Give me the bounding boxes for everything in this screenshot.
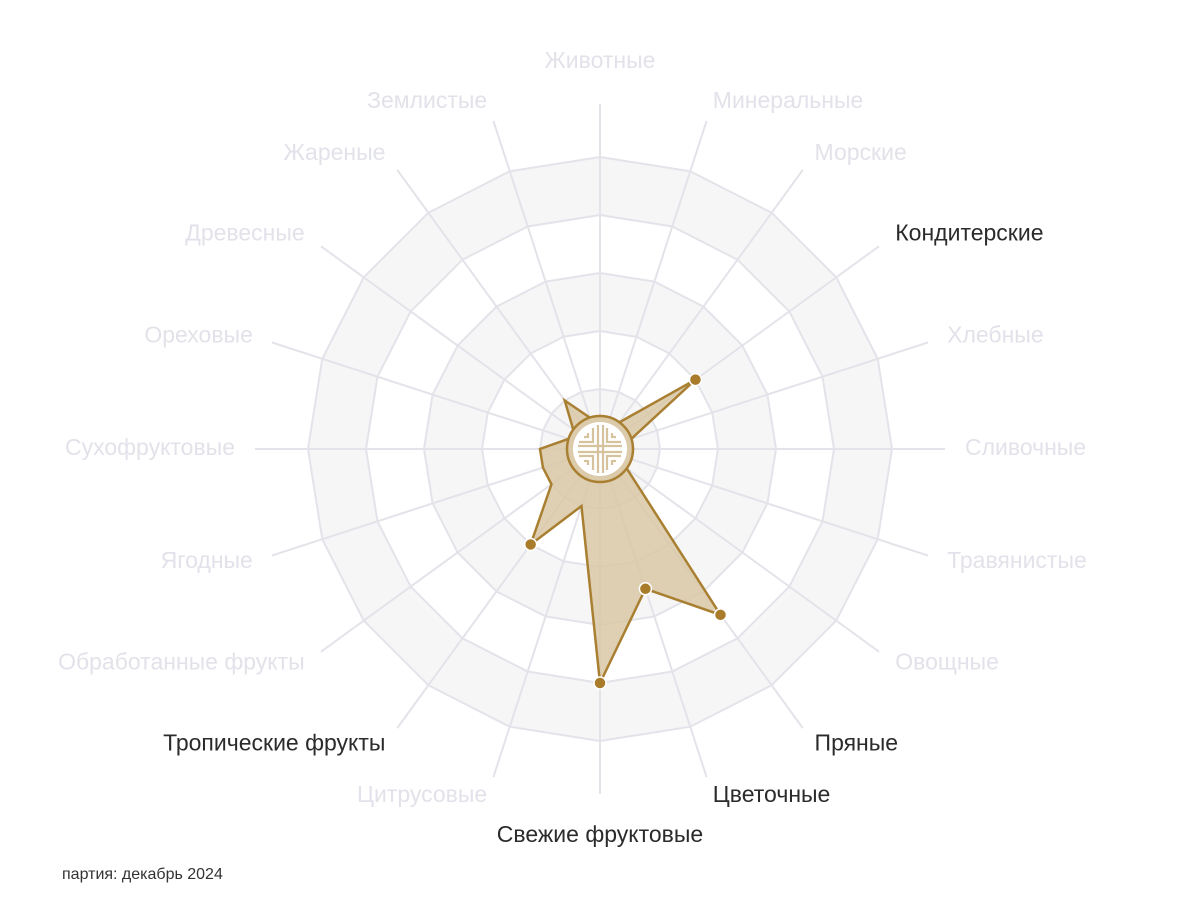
data-point [638, 582, 653, 596]
axis-label: Морские [815, 139, 907, 165]
axis-label: Обработанные фрукты [58, 649, 305, 675]
axis-line [599, 448, 880, 653]
axis-label: Хлебные [947, 321, 1044, 347]
shou-emblem-icon [565, 414, 635, 484]
grid-band [424, 273, 776, 625]
axis-label: Древесные [185, 220, 304, 246]
axis-label: Тропические фрукты [163, 729, 385, 755]
axis-label: Кондитерские [895, 220, 1043, 246]
axis-label: Овощные [895, 649, 999, 675]
emblem-key [605, 454, 621, 470]
emblem-key [579, 428, 595, 444]
axis-label: Пряные [815, 729, 899, 755]
axis-label: Травянистые [947, 547, 1087, 573]
axis-line [599, 448, 929, 557]
axis-label: Цитрусовые [357, 781, 487, 807]
emblem-key [579, 454, 595, 470]
batch-caption: партия: декабрь 2024 [62, 866, 223, 883]
axis-line [599, 341, 929, 450]
emblem-disc [573, 422, 627, 476]
axis-line [599, 120, 708, 450]
axis-label: Сливочные [965, 434, 1086, 460]
axis-label: Свежие фруктовые [497, 821, 703, 847]
data-point [688, 372, 703, 387]
data-point [593, 676, 607, 690]
axis-line [320, 245, 601, 450]
axis-label: Жареные [284, 139, 386, 165]
emblem-key [605, 428, 621, 444]
axis-line [492, 120, 601, 450]
axis-label: Сухофруктовые [65, 434, 235, 460]
axis-label: Ореховые [144, 321, 253, 347]
data-point [713, 608, 728, 622]
axis-label: Землистые [367, 87, 487, 113]
data-point [523, 537, 538, 552]
axis-label: Минеральные [713, 87, 864, 113]
axis-label: Цветочные [713, 781, 831, 807]
grid-ring [306, 155, 894, 743]
axis-line [599, 169, 804, 450]
axis-label: Ягодные [161, 547, 253, 573]
axis-label: Животные [545, 47, 656, 73]
axis-line [271, 341, 601, 450]
